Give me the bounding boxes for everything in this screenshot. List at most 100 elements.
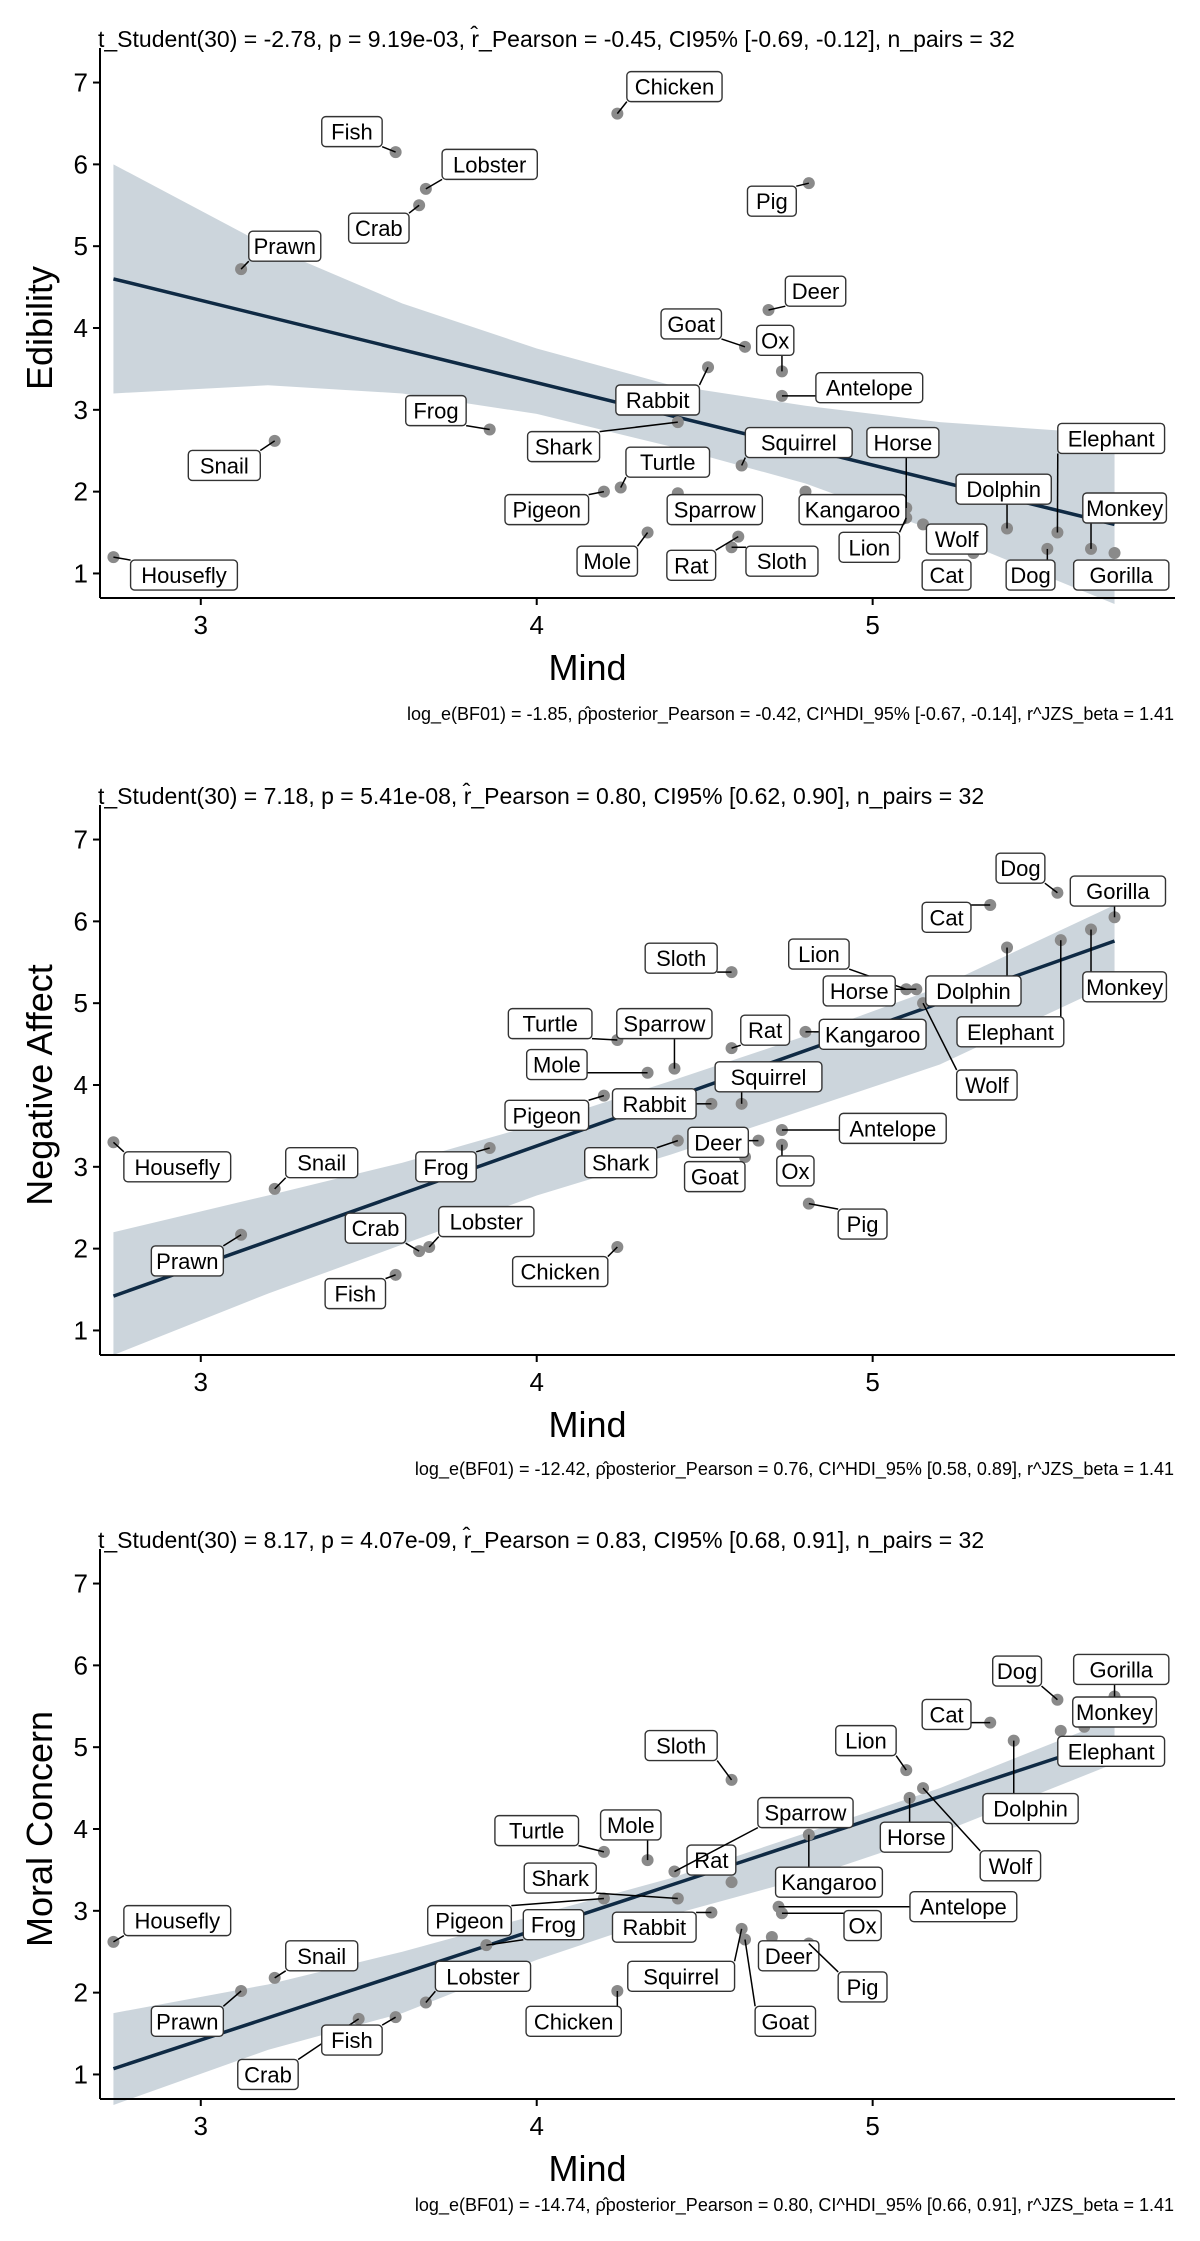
leader-line <box>113 1934 125 1943</box>
label-box <box>774 1866 884 1898</box>
label-text: Kangaroo <box>781 1870 876 1895</box>
label-text: Deer <box>792 279 840 304</box>
y-tick-label: 1 <box>74 558 88 588</box>
point-label-sparrow: Sparrow <box>616 1007 713 1069</box>
point-label-lion: Lion <box>838 517 907 563</box>
label-box <box>129 559 239 591</box>
label-box <box>925 975 1022 1007</box>
label-text: Cat <box>929 563 963 588</box>
data-point-squirrel <box>735 1922 748 1935</box>
label-text: Antelope <box>920 1895 1007 1920</box>
data-point-crab <box>352 2012 365 2025</box>
label-box <box>507 1007 593 1040</box>
label-text: Turtle <box>509 1819 564 1844</box>
label-text: Shark <box>531 1866 589 1891</box>
leader-line <box>698 366 709 386</box>
label-text: Chicken <box>635 75 714 100</box>
point-label-crab: Crab <box>237 2018 360 2091</box>
label-box <box>818 1018 927 1050</box>
point-label-rat: Rat <box>731 1014 791 1049</box>
label-box <box>523 1862 597 1894</box>
leader-line <box>222 1234 242 1247</box>
label-box <box>1005 559 1056 591</box>
leader-line <box>113 556 131 561</box>
leader-line <box>425 178 443 190</box>
label-text: Goat <box>761 2009 809 2034</box>
leader-line <box>616 101 628 115</box>
data-point-frog <box>480 1939 493 1952</box>
point-label-housefly: Housefly <box>112 1141 232 1183</box>
label-box <box>757 1796 854 1829</box>
leader-line <box>486 1938 524 1946</box>
label-box <box>755 324 795 356</box>
x-tick-label: 4 <box>529 610 543 640</box>
point-label-mole: Mole <box>599 1809 662 1861</box>
stats-bayesian: log_e(BF01) = -12.42, ρ̂posterior_Pearso… <box>414 1459 1174 1479</box>
leader-line <box>715 535 739 551</box>
label-text: Squirrel <box>731 1065 807 1090</box>
label-box <box>504 1099 590 1131</box>
label-box <box>740 1014 791 1046</box>
point-label-squirrel: Squirrel <box>740 426 853 466</box>
point-label-crab: Crab <box>344 1212 420 1252</box>
point-label-squirrel: Squirrel <box>627 1928 743 1992</box>
panel-moral-concern: t_Student(30) = 8.17, p = 4.07e-09, r̂_P… <box>0 1495 1200 2241</box>
label-text: Horse <box>874 431 933 456</box>
leader-line <box>895 1755 907 1771</box>
label-text: Dolphin <box>936 979 1011 1004</box>
label-text: Turtle <box>522 1012 577 1037</box>
label-box <box>427 1904 513 1937</box>
label-box <box>347 212 410 244</box>
x-tick-label: 3 <box>194 610 208 640</box>
label-box <box>511 1255 609 1288</box>
leader-line <box>721 338 746 348</box>
label-box <box>584 1147 658 1179</box>
label-box <box>187 449 261 482</box>
label-box <box>879 1821 954 1853</box>
leader-line <box>381 145 396 153</box>
label-box <box>1057 1735 1166 1767</box>
x-tick-label: 3 <box>194 1367 208 1397</box>
point-label-cat: Cat <box>921 1698 991 1731</box>
label-box <box>321 115 383 148</box>
label-box <box>616 1007 713 1040</box>
label-text: Elephant <box>1068 426 1155 451</box>
leader-line <box>674 1826 759 1873</box>
label-box <box>611 1088 697 1120</box>
x-tick-label: 4 <box>529 1367 543 1397</box>
label-box <box>150 2005 225 2037</box>
leader-line <box>796 182 810 187</box>
label-box <box>921 559 972 591</box>
point-label-snail: Snail <box>274 1147 359 1190</box>
point-label-goat: Goat <box>660 308 746 348</box>
point-label-monkey: Monkey <box>1072 1696 1158 1728</box>
y-tick-label: 4 <box>74 1070 88 1100</box>
point-label-housefly: Housefly <box>113 556 239 591</box>
y-tick-label: 1 <box>74 1315 88 1345</box>
point-label-mole: Mole <box>576 532 649 577</box>
label-text: Kangaroo <box>805 498 900 523</box>
label-box <box>925 523 988 555</box>
label-text: Chicken <box>520 1260 599 1285</box>
label-text: Gorilla <box>1089 563 1153 588</box>
label-text: Pig <box>756 189 788 214</box>
leader-line <box>385 1274 396 1280</box>
point-label-rabbit: Rabbit <box>615 366 709 416</box>
label-box <box>982 1792 1079 1825</box>
label-text: Deer <box>765 1944 813 1969</box>
label-box <box>955 1069 1018 1101</box>
point-label-kangaroo: Kangaroo <box>805 1018 927 1050</box>
point-label-chicken: Chicken <box>525 1991 622 2037</box>
label-box <box>248 230 322 262</box>
label-text: Squirrel <box>761 431 837 456</box>
y-tick-label: 2 <box>74 477 88 507</box>
point-label-prawn: Prawn <box>150 1990 242 2037</box>
point-label-wolf: Wolf <box>922 1002 1018 1101</box>
label-text: Pigeon <box>513 1103 582 1128</box>
point-label-monkey: Monkey <box>1082 929 1168 1003</box>
y-tick-label: 1 <box>74 2059 88 2089</box>
label-box <box>843 1909 882 1942</box>
label-text: Housefly <box>134 1909 220 1934</box>
label-box <box>615 384 701 416</box>
y-tick-label: 6 <box>74 906 88 936</box>
